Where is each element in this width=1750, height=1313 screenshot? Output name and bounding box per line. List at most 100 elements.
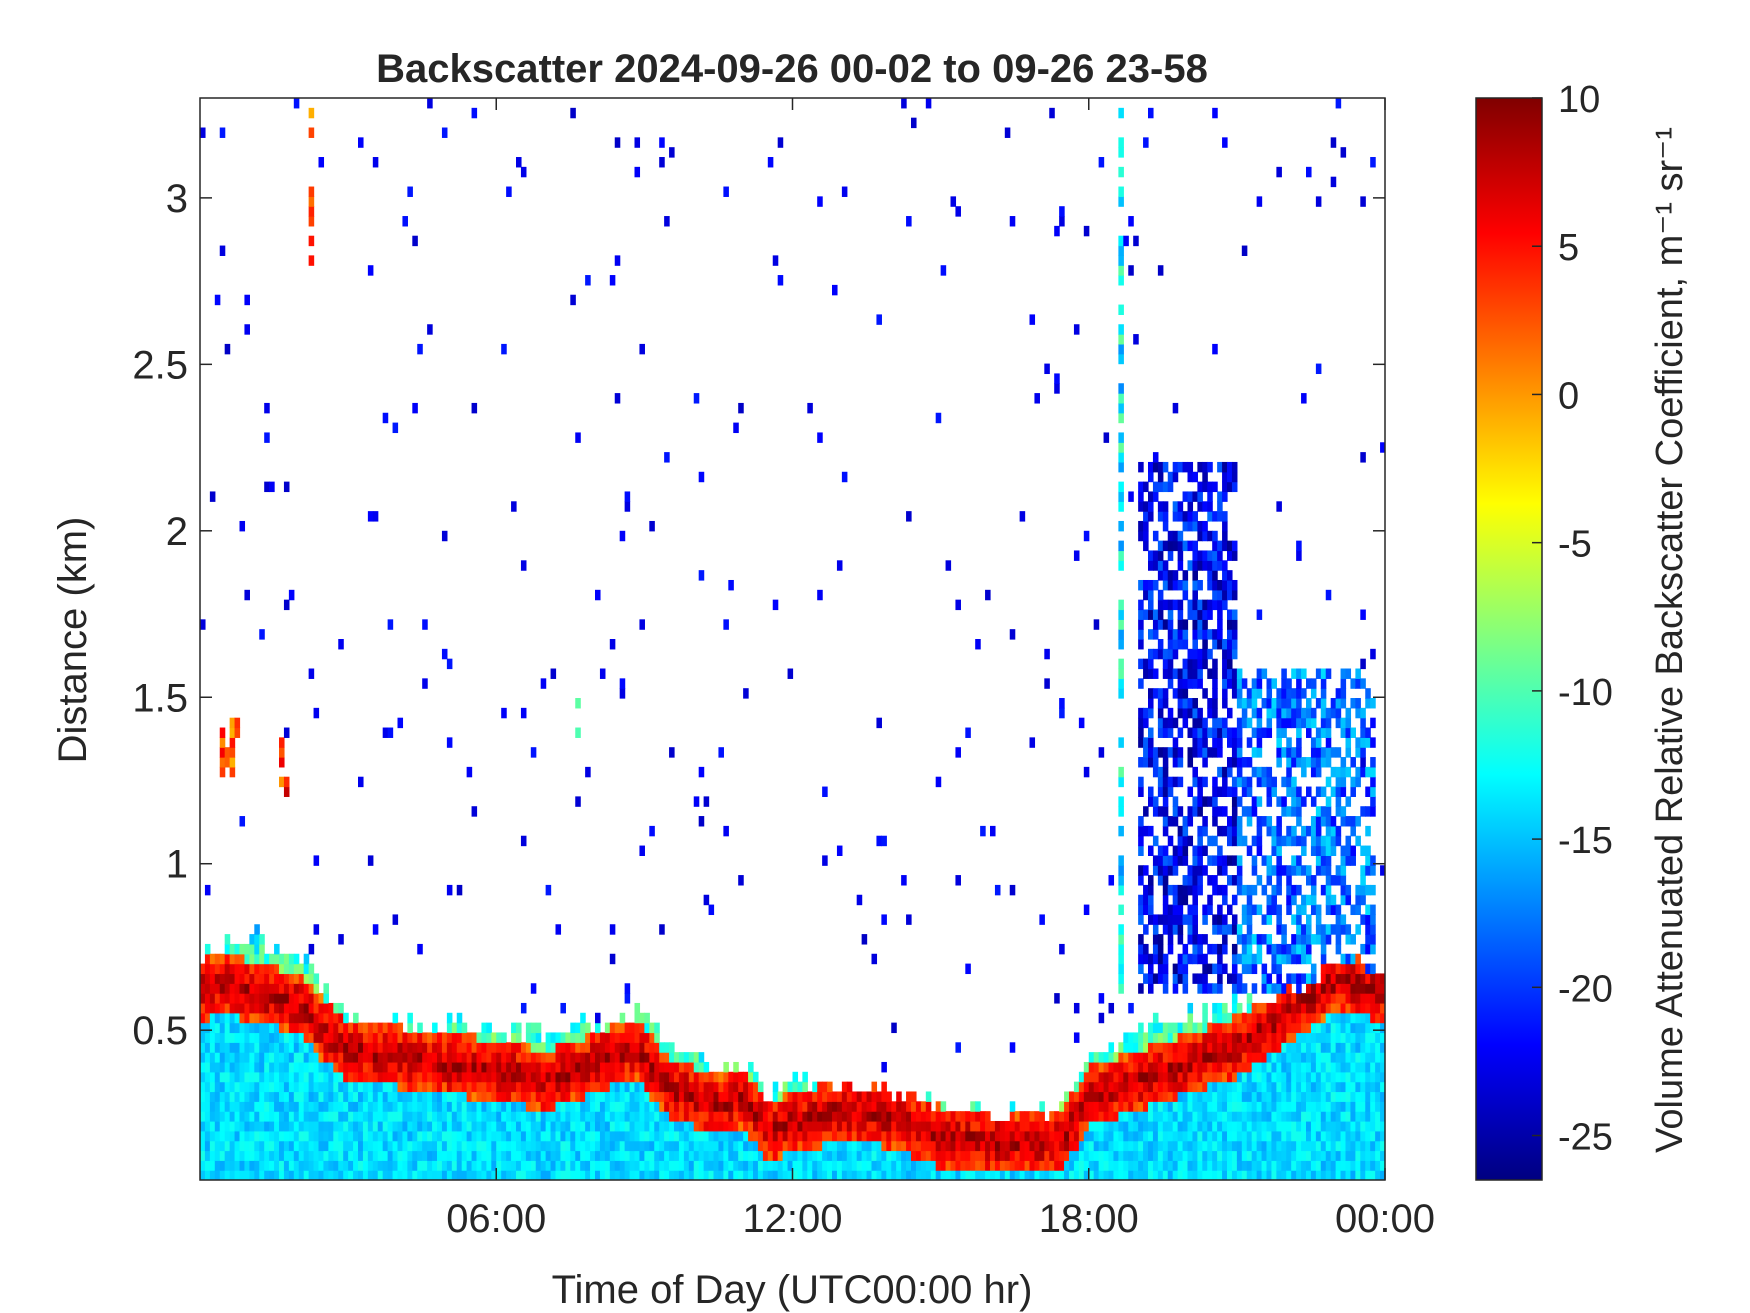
- heatmap-cell: [836, 1091, 843, 1102]
- heatmap-cell: [851, 1170, 858, 1180]
- heatmap-cell: [1059, 1130, 1065, 1142]
- heatmap-cell: [940, 1101, 947, 1112]
- heatmap-cell: [1241, 1130, 1248, 1142]
- heatmap-cell: [1256, 1170, 1263, 1180]
- heatmap-cell: [550, 1042, 557, 1053]
- heatmap-cell: [1355, 1061, 1361, 1073]
- heatmap-cell: [1073, 1111, 1080, 1122]
- heatmap-cell: [1227, 825, 1233, 837]
- heatmap-cell: [229, 1002, 236, 1014]
- heatmap-cell: [767, 1101, 774, 1112]
- heatmap-cell: [1246, 924, 1253, 935]
- heatmap-cell: [308, 1042, 315, 1053]
- heatmap-cell: [560, 1150, 566, 1161]
- heatmap-cell: [580, 1130, 586, 1142]
- heatmap-cell: [491, 1120, 497, 1132]
- heatmap-cell: [920, 1160, 927, 1171]
- heatmap-cell: [259, 963, 265, 975]
- heatmap-cell: [1172, 904, 1179, 916]
- heatmap-cell: [797, 1101, 803, 1112]
- heatmap-cell: [1157, 727, 1164, 738]
- heatmap-cell: [1236, 1081, 1243, 1093]
- heatmap-cell: [1202, 914, 1208, 925]
- heatmap-cell: [244, 953, 250, 965]
- heatmap-cell: [244, 1101, 250, 1112]
- heatmap-cell: [1241, 835, 1248, 847]
- heatmap-cell: [1296, 796, 1302, 807]
- heatmap-cell: [520, 1150, 527, 1161]
- heatmap-cell: [234, 1130, 241, 1142]
- heatmap-cell: [1345, 1101, 1352, 1112]
- heatmap-cell: [1222, 924, 1228, 935]
- heatmap-cell: [1182, 835, 1189, 847]
- heatmap-cell: [935, 1130, 942, 1142]
- heatmap-cell: [392, 1022, 399, 1034]
- heatmap-cell: [1231, 461, 1238, 473]
- heatmap-cell: [935, 776, 942, 788]
- heatmap-cell: [456, 1081, 463, 1093]
- heatmap-cell: [1227, 973, 1233, 984]
- heatmap-cell: [703, 1170, 710, 1180]
- heatmap-cell: [308, 1140, 315, 1152]
- heatmap-cell: [1123, 1111, 1129, 1122]
- heatmap-cell: [614, 1120, 621, 1132]
- heatmap-cell: [1335, 766, 1342, 778]
- heatmap-cell: [698, 816, 705, 827]
- heatmap-cell: [827, 1140, 833, 1152]
- heatmap-cell: [654, 1022, 660, 1034]
- heatmap-cell: [456, 1140, 463, 1152]
- heatmap-cell: [1093, 1120, 1100, 1132]
- heatmap-cell: [358, 1140, 364, 1152]
- heatmap-cell: [511, 1081, 517, 1093]
- heatmap-cell: [1231, 1071, 1238, 1083]
- heatmap-cell: [1202, 737, 1208, 748]
- heatmap-cell: [1345, 845, 1352, 856]
- heatmap-cell: [293, 953, 300, 965]
- heatmap-cell: [506, 1071, 512, 1083]
- heatmap-cell: [1197, 1091, 1203, 1102]
- heatmap-cell: [1148, 953, 1154, 965]
- heatmap-cell: [1296, 1091, 1302, 1102]
- heatmap-cell: [1138, 835, 1144, 847]
- heatmap-cell: [1340, 1061, 1347, 1073]
- heatmap-cell: [1281, 1081, 1287, 1093]
- heatmap-cell: [209, 973, 216, 984]
- heatmap-cell: [609, 275, 616, 286]
- heatmap-cell: [372, 1140, 379, 1152]
- heatmap-cell: [377, 1081, 384, 1093]
- heatmap-cell: [604, 1032, 611, 1043]
- heatmap-cell: [1157, 747, 1164, 758]
- heatmap-cell: [960, 1130, 966, 1142]
- heatmap-cell: [590, 1140, 596, 1152]
- heatmap-cell: [1261, 1032, 1268, 1043]
- heatmap-cell: [1301, 894, 1307, 906]
- heatmap-cell: [698, 1111, 705, 1122]
- heatmap-cell: [906, 1160, 912, 1171]
- heatmap-cell: [1177, 698, 1184, 709]
- heatmap-cell: [1296, 1012, 1302, 1024]
- heatmap-cell: [1256, 1032, 1263, 1043]
- heatmap-cell: [1291, 707, 1297, 719]
- heatmap-cell: [1172, 1071, 1179, 1083]
- heatmap-cell: [856, 1091, 863, 1102]
- heatmap-cell: [1182, 875, 1189, 886]
- heatmap-cell: [1093, 619, 1100, 630]
- heatmap-cell: [392, 1052, 399, 1063]
- heatmap-cell: [871, 1101, 878, 1112]
- heatmap-cell: [782, 1120, 789, 1132]
- heatmap-cell: [1197, 1101, 1203, 1112]
- heatmap-cell: [456, 1120, 463, 1132]
- heatmap-cell: [708, 1140, 715, 1152]
- heatmap-cell: [358, 1071, 364, 1083]
- heatmap-cell: [1138, 1130, 1144, 1142]
- heatmap-cell: [1138, 579, 1144, 591]
- heatmap-cell: [1246, 806, 1253, 817]
- heatmap-cell: [1148, 589, 1154, 601]
- heatmap-cell: [906, 1120, 912, 1132]
- heatmap-cell: [1054, 1140, 1060, 1152]
- heatmap-cell: [629, 1071, 636, 1083]
- heatmap-cell: [743, 1170, 749, 1180]
- heatmap-cell: [1246, 1081, 1253, 1093]
- heatmap-cell: [486, 1120, 492, 1132]
- heatmap-cell: [1306, 1002, 1312, 1014]
